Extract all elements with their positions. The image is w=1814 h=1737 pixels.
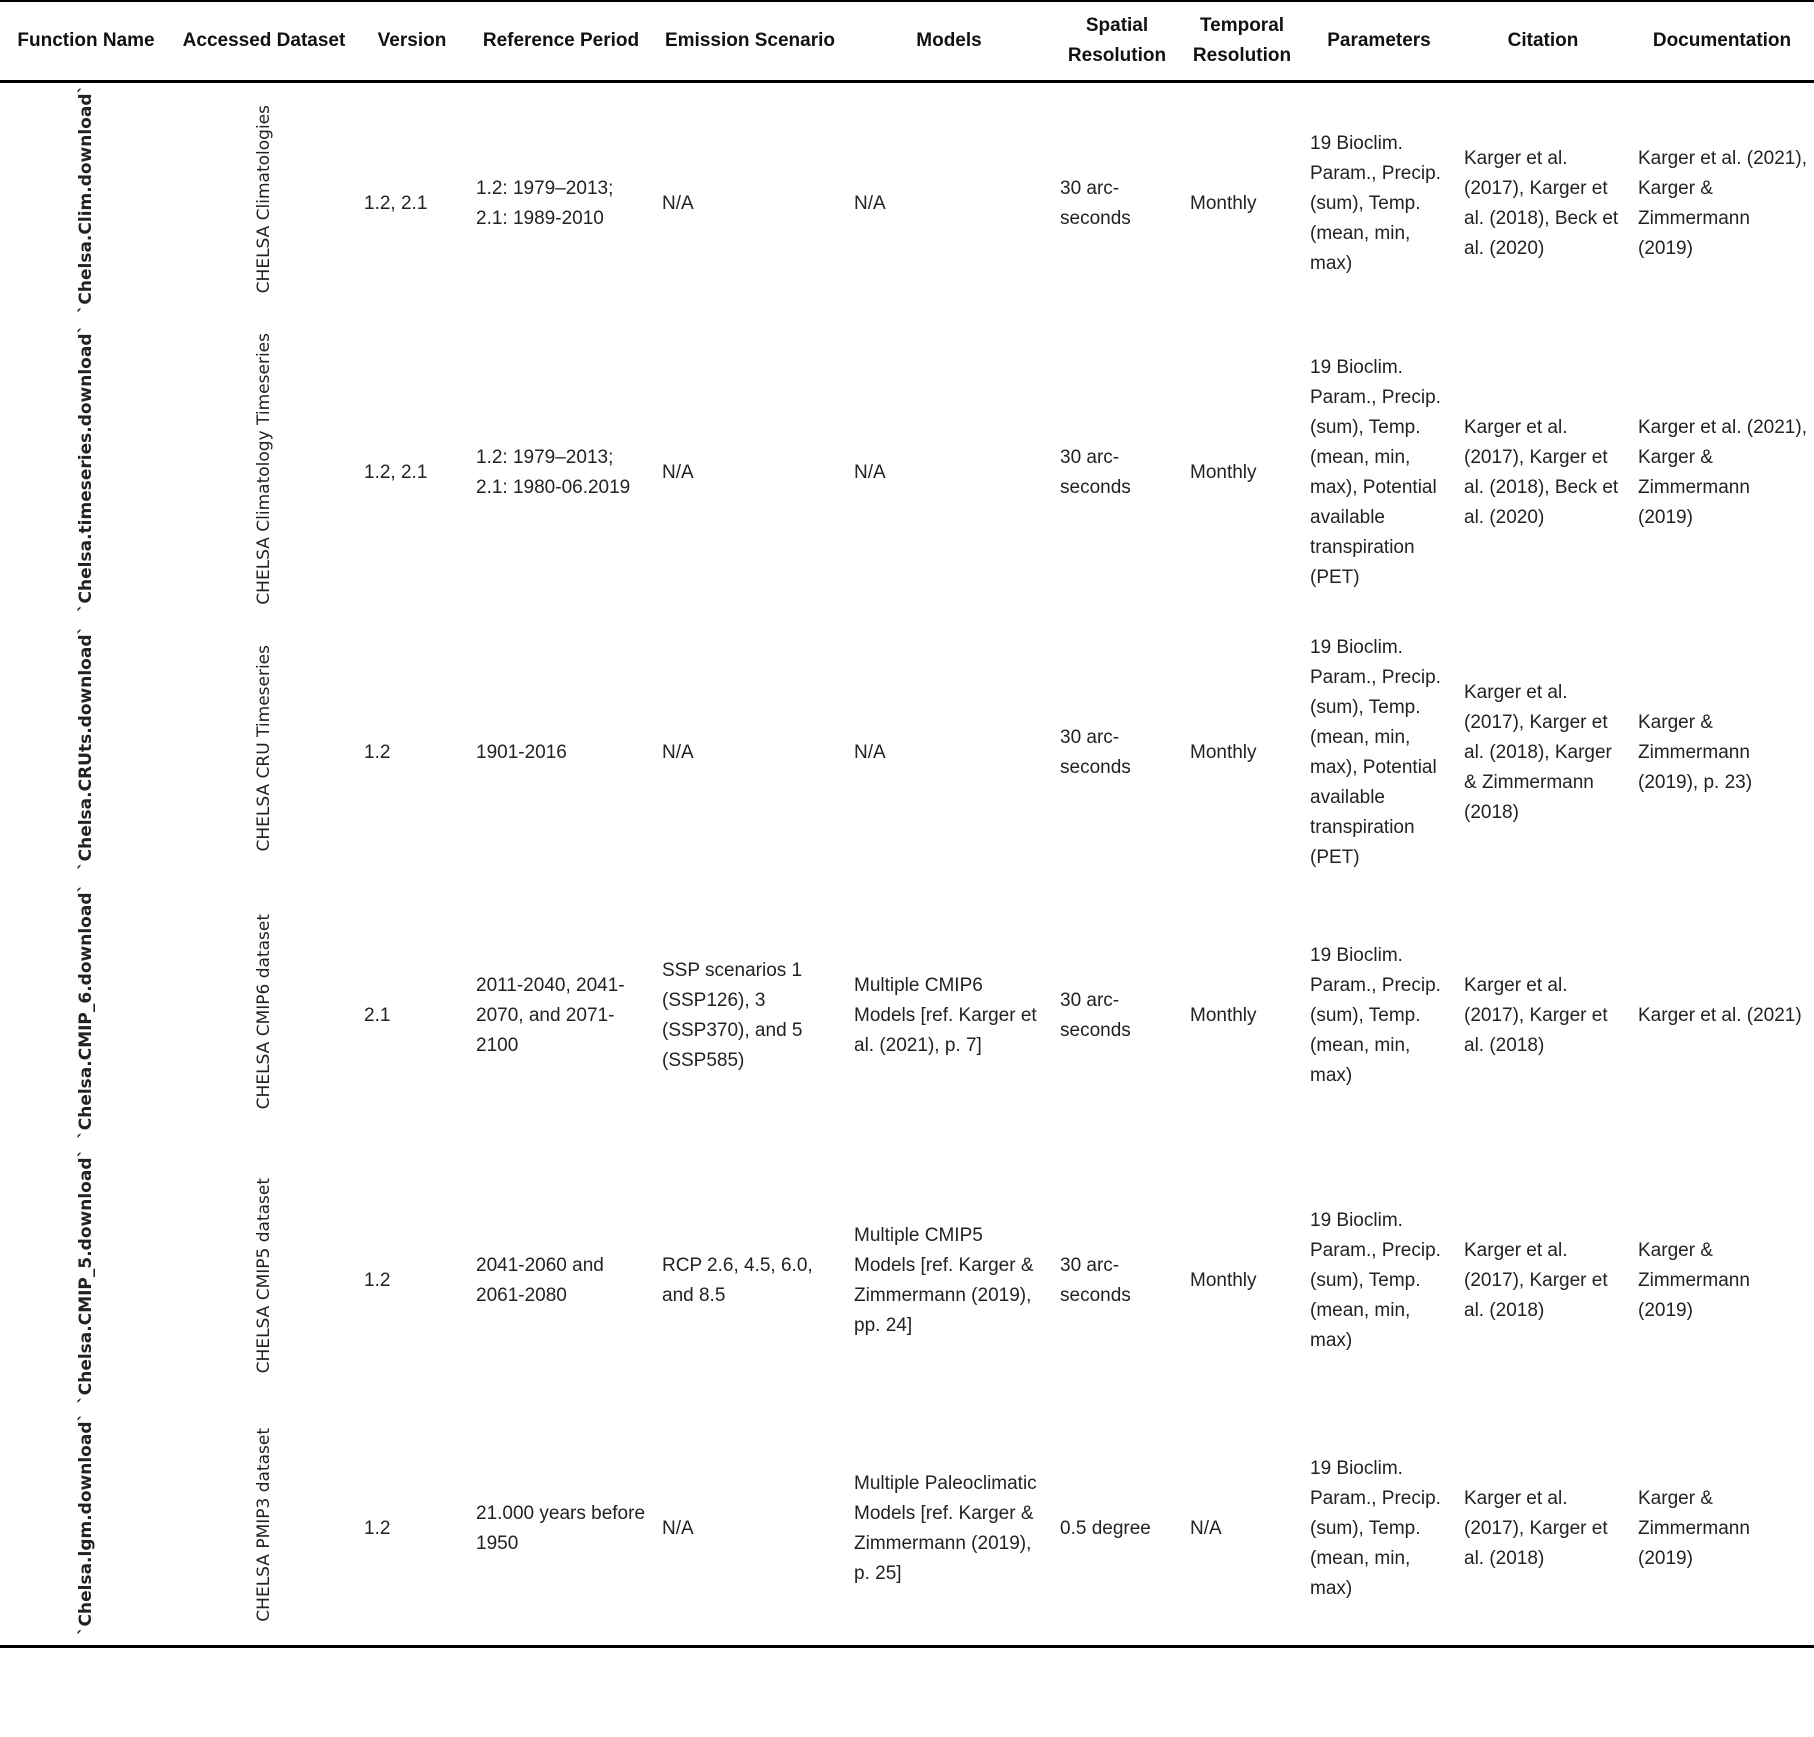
header-version: Version: [356, 0, 468, 83]
header-parameters: Parameters: [1302, 0, 1456, 83]
citation-cell: Karger et al. (2017), Karger et al. (201…: [1456, 1413, 1630, 1649]
parameters-cell: 19 Bioclim. Param., Precip. (sum), Temp.…: [1310, 636, 1441, 868]
version-cell: 1.2: [364, 741, 391, 763]
temporal-resolution-cell: Monthly: [1190, 462, 1257, 484]
parameters-cell: 19 Bioclim. Param., Precip. (sum), Temp.…: [1310, 357, 1441, 589]
accessed-dataset: CHELSA CMIP6 dataset: [254, 913, 274, 1109]
reference-period-cell: 2041-2060 and 2061-2080: [476, 1255, 604, 1307]
table-row: `Chelsa.lgm.download` CHELSA PMIP3 datas…: [0, 1413, 1814, 1649]
header-row: Function Name Accessed Dataset Version R…: [0, 0, 1814, 83]
table-row: `Chelsa.CMIP_6.download` CHELSA CMIP6 da…: [0, 884, 1814, 1149]
function-name-cell: `Chelsa.timeseries.download`: [0, 325, 172, 622]
accessed-dataset: CHELSA Climatology Timeseries: [254, 332, 274, 605]
parameters-cell: 19 Bioclim. Param., Precip. (sum), Temp.…: [1310, 132, 1441, 274]
function-name-cell: `Chelsa.CMIP_6.download`: [0, 884, 172, 1149]
documentation-cell: Karger & Zimmermann (2019), p. 23): [1638, 711, 1753, 793]
function-name: `Chelsa.CMIP_5.download`: [76, 1148, 96, 1404]
header-models: Models: [846, 0, 1052, 83]
spatial-resolution-cell: 30 arc-seconds: [1060, 447, 1131, 499]
reference-period-cell: 2011-2040, 2041-2070, and 2071-2100: [476, 975, 625, 1057]
emission-scenario-cell: RCP 2.6, 4.5, 6.0, and 8.5: [662, 1255, 813, 1307]
table-row: `Chelsa.CMIP_5.download` CHELSA CMIP5 da…: [0, 1149, 1814, 1414]
parameters-cell: 19 Bioclim. Param., Precip. (sum), Temp.…: [1302, 1413, 1456, 1649]
function-name-cell: `Chelsa.lgm.download`: [0, 1413, 172, 1649]
temporal-resolution-cell: N/A: [1182, 1413, 1302, 1649]
function-name: `Chelsa.Clim.download`: [76, 84, 96, 313]
dataset-cell: CHELSA CMIP5 dataset: [172, 1149, 356, 1414]
spatial-resolution-cell: 30 arc-seconds: [1060, 726, 1131, 778]
citation-cell: Karger et al. (2017), Karger et al. (201…: [1464, 147, 1619, 259]
functions-table: Function Name Accessed Dataset Version R…: [0, 0, 1814, 1649]
dataset-cell: CHELSA CMIP6 dataset: [172, 884, 356, 1149]
models-cell: Multiple CMIP5 Models [ref. Karger & Zim…: [854, 1225, 1034, 1337]
function-name: `Chelsa.CMIP_6.download`: [76, 883, 96, 1139]
dataset-cell: CHELSA PMIP3 dataset: [172, 1413, 356, 1649]
header-function-name: Function Name: [0, 0, 172, 83]
function-name-cell: `Chelsa.Clim.download`: [0, 81, 172, 325]
accessed-dataset: CHELSA CRU Timeseries: [254, 644, 274, 852]
header-documentation: Documentation: [1630, 0, 1814, 83]
emission-scenario-cell: N/A: [654, 1413, 846, 1649]
dataset-cell: CHELSA CRU Timeseries: [172, 622, 356, 884]
documentation-cell: Karger & Zimmermann (2019): [1638, 1240, 1750, 1322]
accessed-dataset: CHELSA PMIP3 dataset: [254, 1427, 274, 1622]
temporal-resolution-cell: Monthly: [1190, 1005, 1257, 1027]
reference-period-cell: 21.000 years before 1950: [468, 1413, 654, 1649]
table-row: `Chelsa.timeseries.download` CHELSA Clim…: [0, 325, 1814, 622]
function-name-cell: `Chelsa.CMIP_5.download`: [0, 1149, 172, 1414]
documentation-cell: Karger & Zimmermann (2019): [1630, 1413, 1814, 1649]
table-row: `Chelsa.CRUts.download` CHELSA CRU Times…: [0, 622, 1814, 884]
dataset-cell: CHELSA Climatologies: [172, 81, 356, 325]
reference-period-cell: 1.2: 1979–2013; 2.1: 1980-06.2019: [476, 447, 631, 499]
reference-period-cell: 1901-2016: [476, 741, 567, 763]
models-cell: Multiple CMIP6 Models [ref. Karger et al…: [854, 975, 1037, 1057]
documentation-cell: Karger et al. (2021), Karger & Zimmerman…: [1638, 417, 1807, 529]
header-spatial-resolution: Spatial Resolution: [1052, 0, 1182, 83]
dataset-cell: CHELSA Climatology Timeseries: [172, 325, 356, 622]
header-reference-period: Reference Period: [468, 0, 654, 83]
emission-scenario-cell: N/A: [662, 462, 694, 484]
citation-cell: Karger et al. (2017), Karger et al. (201…: [1464, 681, 1612, 823]
emission-scenario-cell: SSP scenarios 1 (SSP126), 3 (SSP370), an…: [662, 960, 803, 1072]
models-cell: N/A: [854, 192, 886, 214]
temporal-resolution-cell: Monthly: [1190, 741, 1257, 763]
parameters-cell: 19 Bioclim. Param., Precip. (sum), Temp.…: [1310, 945, 1441, 1087]
models-cell: Multiple Paleoclimatic Models [ref. Karg…: [846, 1413, 1052, 1649]
models-cell: N/A: [854, 741, 886, 763]
version-cell: 1.2: [364, 1270, 391, 1292]
spatial-resolution-cell: 30 arc-seconds: [1060, 1255, 1131, 1307]
accessed-dataset: CHELSA CMIP5 dataset: [254, 1178, 274, 1374]
version-cell: 1.2, 2.1: [364, 462, 428, 484]
version-cell: 2.1: [364, 1005, 391, 1027]
emission-scenario-cell: N/A: [662, 192, 694, 214]
documentation-cell: Karger et al. (2021): [1638, 1005, 1802, 1027]
documentation-cell: Karger et al. (2021), Karger & Zimmerman…: [1638, 147, 1807, 259]
emission-scenario-cell: N/A: [662, 741, 694, 763]
citation-cell: Karger et al. (2017), Karger et al. (201…: [1464, 975, 1608, 1057]
function-name: `Chelsa.timeseries.download`: [76, 325, 96, 612]
header-accessed-dataset: Accessed Dataset: [172, 0, 356, 83]
function-name: `Chelsa.lgm.download`: [76, 1413, 96, 1636]
reference-period-cell: 1.2: 1979–2013; 2.1: 1989-2010: [476, 177, 614, 229]
models-cell: N/A: [854, 462, 886, 484]
spatial-resolution-cell: 0.5 degree: [1052, 1413, 1182, 1649]
temporal-resolution-cell: Monthly: [1190, 1270, 1257, 1292]
function-name-cell: `Chelsa.CRUts.download`: [0, 622, 172, 884]
citation-cell: Karger et al. (2017), Karger et al. (201…: [1464, 1240, 1608, 1322]
temporal-resolution-cell: Monthly: [1190, 192, 1257, 214]
spatial-resolution-cell: 30 arc-seconds: [1060, 177, 1131, 229]
function-name: `Chelsa.CRUts.download`: [76, 626, 96, 870]
table-row: `Chelsa.Clim.download` CHELSA Climatolog…: [0, 81, 1814, 325]
accessed-dataset: CHELSA Climatologies: [254, 104, 274, 293]
header-citation: Citation: [1456, 0, 1630, 83]
version-cell: 1.2, 2.1: [364, 192, 428, 214]
citation-cell: Karger et al. (2017), Karger et al. (201…: [1464, 417, 1619, 529]
spatial-resolution-cell: 30 arc-seconds: [1060, 990, 1131, 1042]
header-temporal-resolution: Temporal Resolution: [1182, 0, 1302, 83]
version-cell: 1.2: [356, 1413, 468, 1649]
parameters-cell: 19 Bioclim. Param., Precip. (sum), Temp.…: [1310, 1210, 1441, 1352]
header-emission-scenario: Emission Scenario: [654, 0, 846, 83]
